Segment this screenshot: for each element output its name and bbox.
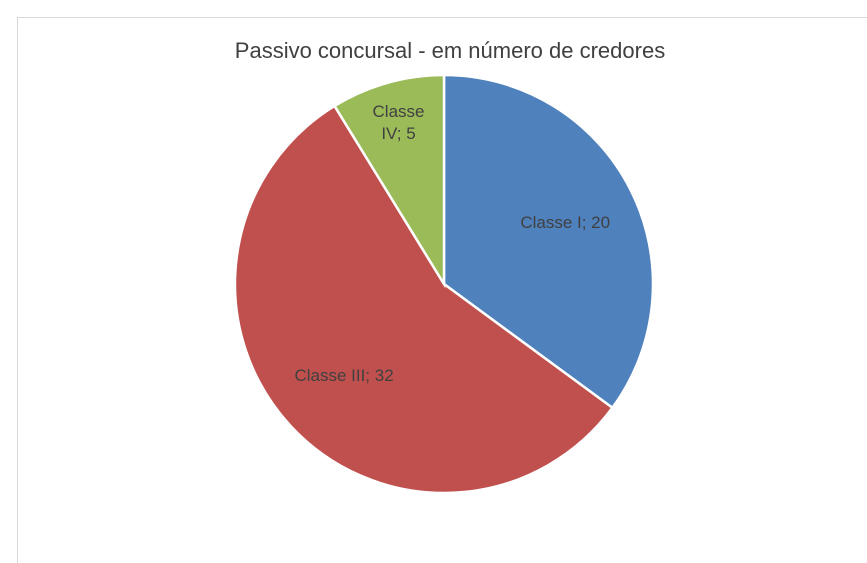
pie-slice bbox=[233, 104, 615, 495]
data-label: Classe III; 32 bbox=[294, 365, 394, 385]
data-label-box: Classe IV; 5 bbox=[372, 102, 425, 144]
data-label-box: Classe I; 20 bbox=[520, 212, 611, 232]
data-label: Classe I; 20 bbox=[520, 212, 611, 232]
pie-slice bbox=[332, 73, 446, 289]
data-label: Classe IV; 5 bbox=[372, 102, 425, 144]
data-label-box: Classe III; 32 bbox=[294, 365, 394, 385]
chart-title: Passivo concursal - em número de credore… bbox=[235, 38, 665, 63]
pie-slice bbox=[442, 73, 655, 410]
